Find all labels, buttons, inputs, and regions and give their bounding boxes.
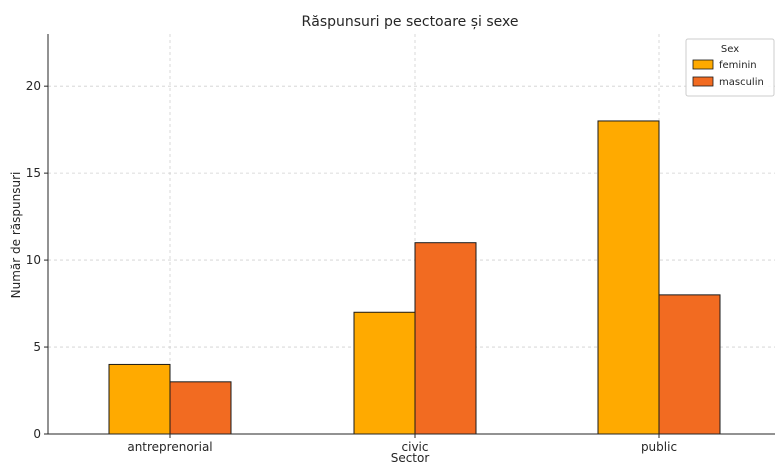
legend-label-feminin: feminin — [719, 60, 757, 71]
legend-swatch-feminin — [692, 59, 714, 70]
y-tick-label: 15 — [26, 166, 41, 180]
legend-title: Sex — [721, 44, 739, 55]
legend-label-masculin: masculin — [719, 77, 764, 88]
y-tick-label: 0 — [33, 427, 41, 441]
x-tick-label: civic — [402, 440, 429, 454]
x-axis-label: Sector — [391, 451, 430, 465]
bar-masculin-public — [658, 294, 721, 435]
bar-masculin-antreprenorial — [169, 381, 232, 435]
y-tick-label: 5 — [33, 340, 41, 354]
ticks: 0 5 10 15 20 antreprenorial civic public — [26, 79, 677, 454]
y-tick-label: 20 — [26, 79, 41, 93]
y-axis-label: Număr de răspunsuri — [9, 172, 23, 299]
legend: Sex feminin masculin — [685, 38, 775, 97]
chart-title: Răspunsuri pe sectoare și sexe — [302, 14, 519, 30]
y-tick-label: 10 — [26, 253, 41, 267]
legend-entries: feminin masculin — [692, 59, 764, 88]
bar-feminin-public — [597, 120, 660, 435]
axes — [47, 34, 775, 435]
bar-masculin-civic — [414, 242, 477, 435]
bar-feminin-civic — [353, 311, 416, 435]
bars — [108, 120, 721, 435]
bar-feminin-antreprenorial — [108, 363, 171, 435]
legend-swatch-masculin — [692, 76, 714, 87]
x-tick-label: antreprenorial — [127, 440, 212, 454]
x-tick-label: public — [641, 440, 677, 454]
